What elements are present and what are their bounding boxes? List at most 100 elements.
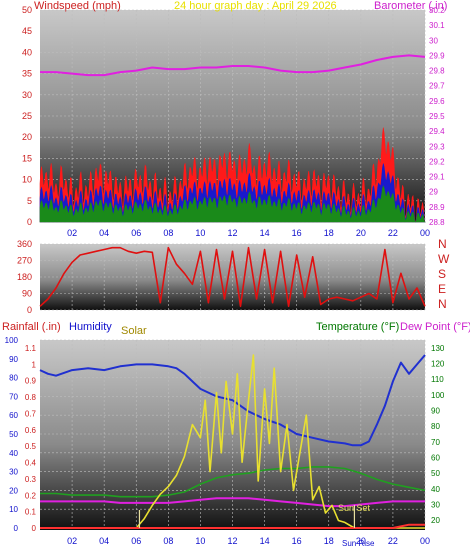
rain-tick: 0.9 [25, 377, 37, 386]
dir-y-tick: 270 [17, 256, 32, 266]
bottom-x-tick: 22 [388, 536, 398, 546]
bottom-x-tick: 00 [420, 536, 430, 546]
baro-y-tick: 28.9 [429, 203, 445, 212]
compass-label: E [438, 282, 446, 296]
wind-y-tick: 30 [22, 90, 32, 100]
baro-y-tick: 29.6 [429, 97, 445, 106]
temp-tick: 80 [431, 422, 440, 431]
wind-y-tick: 5 [27, 196, 32, 206]
bottom-x-tick: 12 [227, 536, 237, 546]
rainfall-series [40, 523, 425, 529]
wind-x-tick: 06 [131, 228, 141, 238]
wind-y-tick: 0 [27, 217, 32, 227]
label-layer: 02 04 06 08 10 12 14 16 18 20 22 000510152025303540… [5, 5, 450, 548]
temp-tick: 60 [431, 454, 440, 463]
rain-tick: 0.4 [25, 459, 37, 468]
temp-tick: 130 [431, 344, 445, 353]
wind-x-tick: 18 [324, 228, 334, 238]
dewpoint-title: Dew Point (°F) [400, 321, 470, 333]
humidity-tick: 20 [9, 486, 18, 495]
humidity-tick: 50 [9, 430, 18, 439]
bottom-x-tick: 02 [67, 536, 77, 546]
baro-y-tick: 29.7 [429, 82, 445, 91]
humidity-series [39, 354, 426, 447]
wind-x-tick: 12 [227, 228, 237, 238]
wind-low-band [39, 185, 426, 223]
baro-y-tick: 30.1 [429, 21, 445, 30]
humidity-tick: 80 [9, 374, 18, 383]
rain-tick: 0.6 [25, 426, 37, 435]
temperature-series [40, 466, 426, 498]
temp-tick: 30 [431, 501, 440, 510]
temp-tick: 20 [431, 516, 440, 525]
humidity-tick: 10 [9, 505, 18, 514]
wind-y-tick: 25 [22, 111, 32, 121]
temp-tick: 40 [431, 485, 440, 494]
temp-tick: 120 [431, 360, 445, 369]
compass-label: S [438, 267, 446, 281]
dewpoint-series [40, 497, 425, 508]
temp-tick: 70 [431, 438, 440, 447]
series-layer [39, 54, 426, 529]
baro-y-tick: 29.9 [429, 51, 445, 60]
graph-day-title: 24 hour graph day : April 29 2026 [174, 0, 337, 12]
sunrise-label: Sun Rise [342, 539, 375, 548]
bottom-x-tick: 04 [99, 536, 109, 546]
compass-label: N [438, 297, 447, 311]
bottom-x-tick: 16 [292, 536, 302, 546]
rain-tick: 0.8 [25, 393, 37, 402]
dir-y-tick: 90 [22, 289, 32, 299]
compass-label: N [438, 237, 447, 251]
baro-y-tick: 30 [429, 36, 438, 45]
baro-y-tick: 28.8 [429, 218, 445, 227]
wind-y-tick: 40 [22, 47, 32, 57]
bottom-x-tick: 18 [324, 536, 334, 546]
wind-y-tick: 35 [22, 69, 32, 79]
baro-y-tick: 29.2 [429, 157, 445, 166]
bottom-x-tick: 20 [356, 536, 366, 546]
bottom-x-tick: 10 [195, 536, 205, 546]
baro-y-tick: 29.8 [429, 67, 445, 76]
wind-x-tick: 16 [292, 228, 302, 238]
dir-y-tick: 180 [17, 272, 32, 282]
wind-x-tick: 00 [420, 228, 430, 238]
wind-y-tick: 20 [22, 132, 32, 142]
rain-tick: 0.2 [25, 491, 37, 500]
rain-tick: 0.3 [25, 475, 37, 484]
wind-y-tick: 15 [22, 153, 32, 163]
rain-tick: 0.5 [25, 442, 37, 451]
humidity-tick: 100 [5, 336, 19, 345]
bottom-x-tick: 08 [163, 536, 173, 546]
humidity-title: Humidity [69, 321, 112, 333]
rain-tick: 0.1 [25, 508, 37, 517]
rain-tick: 0 [32, 524, 37, 533]
wind-direction-series [39, 246, 426, 308]
wind-x-tick: 04 [99, 228, 109, 238]
baro-y-tick: 30.2 [429, 6, 445, 15]
humidity-tick: 90 [9, 355, 18, 364]
wind-y-tick: 10 [22, 175, 32, 185]
wind-y-tick: 50 [22, 5, 32, 15]
rain-tick: 0.7 [25, 409, 37, 418]
temp-tick: 50 [431, 469, 440, 478]
wind-x-tick: 08 [163, 228, 173, 238]
wind-x-tick: 22 [388, 228, 398, 238]
baro-y-tick: 29.3 [429, 142, 445, 151]
wind-x-tick: 02 [67, 228, 77, 238]
wind-x-tick: 14 [260, 228, 270, 238]
wind-x-tick: 20 [356, 228, 366, 238]
sunset-label: Sun Set [338, 503, 371, 513]
rain-tick: 1.1 [25, 344, 37, 353]
temp-tick: 100 [431, 391, 445, 400]
humidity-tick: 0 [14, 524, 19, 533]
temp-tick: 110 [431, 375, 444, 384]
baro-y-tick: 29.4 [429, 127, 445, 136]
dir-y-tick: 360 [17, 239, 32, 249]
bottom-x-tick: 14 [260, 536, 270, 546]
humidity-tick: 70 [9, 392, 18, 401]
baro-y-tick: 29.5 [429, 112, 445, 121]
humidity-tick: 60 [9, 411, 18, 420]
rain-tick: 1 [32, 360, 37, 369]
wind-x-tick: 10 [195, 228, 205, 238]
